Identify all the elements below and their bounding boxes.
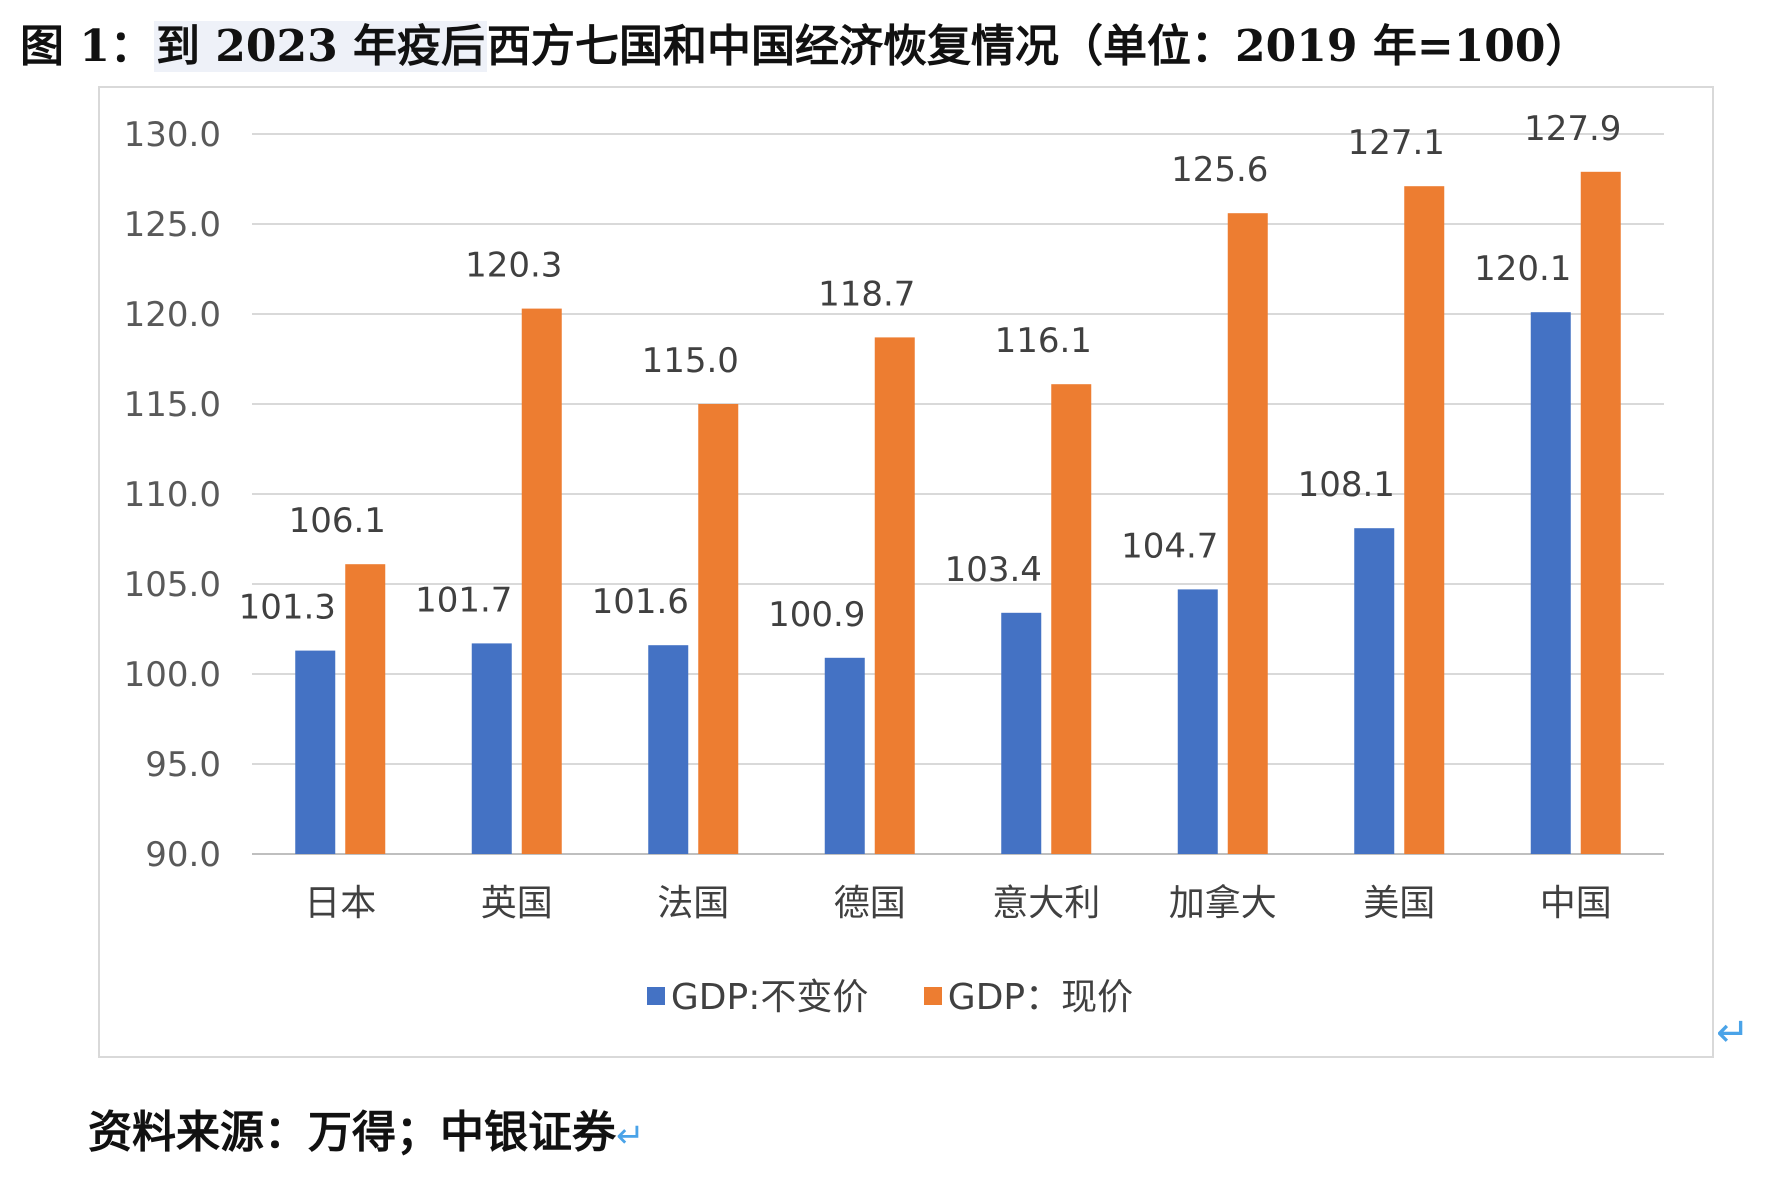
bar-current-price [345, 564, 386, 854]
x-tick-label: 美国 [1363, 883, 1435, 924]
x-tick-label: 中国 [1540, 883, 1612, 924]
y-tick-label: 100.0 [124, 655, 221, 695]
x-tick-label: 意大利 [992, 883, 1100, 924]
bar-constant-price [1001, 612, 1042, 854]
data-label-current-price: 106.1 [289, 501, 386, 541]
bar-current-price [521, 308, 562, 855]
bar-current-price [1404, 186, 1445, 854]
data-label-current-price: 125.6 [1171, 150, 1268, 190]
bar-constant-price [648, 645, 689, 854]
bar-constant-price [1354, 528, 1395, 854]
y-tick-label: 130.0 [124, 115, 221, 155]
chart-legend: GDP:不变价 GDP：现价 [0, 968, 1780, 1020]
return-mark-chart: ↵ [1716, 1010, 1750, 1056]
data-label-current-price: 127.9 [1524, 109, 1621, 149]
y-tick-label: 90.0 [145, 835, 221, 875]
figure-title-highlight: 到 2023 年疫后 [153, 21, 488, 72]
data-label-constant-price: 101.7 [415, 580, 512, 620]
bar-constant-price [295, 650, 336, 854]
figure-title-rest: 西方七国和中国经济恢复情况（单位：2019 年=100） [487, 21, 1590, 72]
return-mark-source: ↵ [616, 1116, 645, 1156]
source-text: 资料来源：万得；中银证券 [88, 1107, 616, 1158]
bar-current-price [1580, 171, 1621, 855]
legend-item-constant-price: GDP:不变价 [646, 968, 869, 1020]
legend-label-constant-price: GDP:不变价 [670, 977, 869, 1018]
data-label-constant-price: 108.1 [1298, 465, 1395, 505]
y-tick-label: 120.0 [124, 295, 221, 335]
bar-constant-price [824, 657, 865, 854]
x-tick-label: 日本 [304, 883, 376, 924]
source-note: 资料来源：万得；中银证券↵ [88, 1098, 645, 1168]
legend-label-current-price: GDP：现价 [947, 977, 1134, 1018]
bar-constant-price [1177, 589, 1218, 854]
data-label-current-price: 118.7 [818, 274, 915, 314]
data-label-constant-price: 103.4 [945, 550, 1042, 590]
data-label-current-price: 116.1 [995, 321, 1092, 361]
data-label-constant-price: 101.3 [239, 588, 336, 628]
legend-swatch-current-price [923, 987, 942, 1005]
bar-current-price [1227, 213, 1268, 854]
data-label-constant-price: 100.9 [768, 595, 865, 635]
figure-title-prefix: 图 1： [20, 21, 154, 72]
data-label-current-price: 127.1 [1348, 123, 1445, 163]
data-label-current-price: 120.3 [465, 246, 562, 286]
bar-constant-price [471, 643, 512, 854]
bar-current-price [1051, 384, 1092, 854]
x-tick-label: 德国 [834, 883, 906, 924]
x-tick-label: 加拿大 [1169, 883, 1277, 924]
x-tick-label: 法国 [657, 883, 729, 924]
figure-title: 图 1：到 2023 年疫后西方七国和中国经济恢复情况（单位：2019 年=10… [20, 12, 1590, 82]
chart-frame [98, 86, 1714, 1058]
bar-current-price [874, 337, 915, 854]
y-tick-label: 105.0 [124, 565, 221, 605]
data-label-current-price: 115.0 [642, 341, 739, 381]
data-label-constant-price: 101.6 [592, 582, 689, 622]
legend-item-current-price: GDP：现价 [923, 968, 1134, 1020]
legend-swatch-constant-price [646, 987, 665, 1005]
y-tick-label: 115.0 [124, 385, 221, 425]
y-tick-label: 125.0 [124, 205, 221, 245]
x-tick-label: 英国 [481, 883, 553, 924]
bar-constant-price [1530, 312, 1571, 854]
y-tick-label: 110.0 [124, 475, 221, 515]
bar-current-price [698, 404, 739, 854]
y-tick-label: 95.0 [145, 745, 221, 785]
data-label-constant-price: 104.7 [1121, 526, 1218, 566]
data-label-constant-price: 120.1 [1474, 249, 1571, 289]
